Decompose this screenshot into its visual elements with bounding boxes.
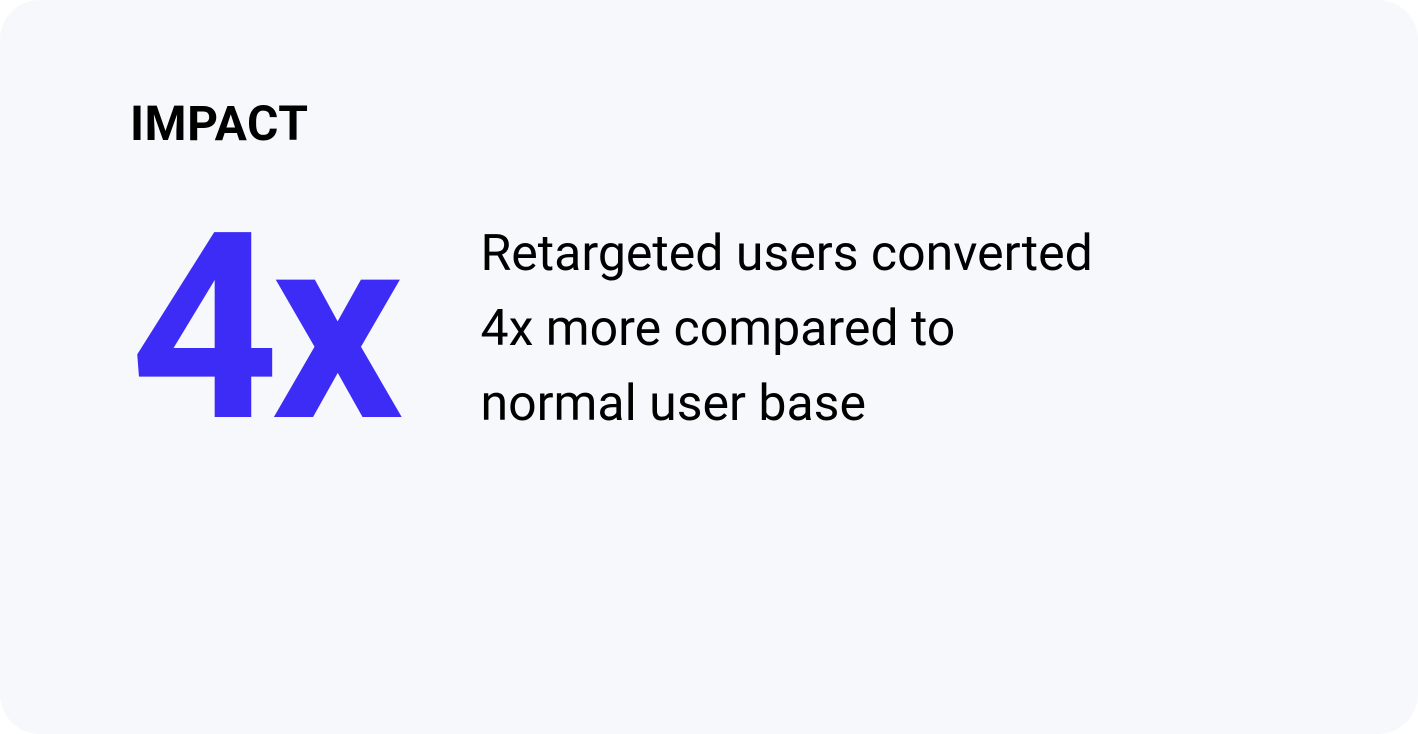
impact-description: Retargeted users converted 4x more compa…	[480, 217, 1120, 442]
impact-card: IMPACT 4x Retargeted users converted 4x …	[0, 0, 1418, 734]
impact-heading: IMPACT	[130, 95, 1288, 152]
impact-metric-value: 4x	[130, 212, 395, 446]
impact-content-row: 4x Retargeted users converted 4x more co…	[130, 212, 1288, 446]
